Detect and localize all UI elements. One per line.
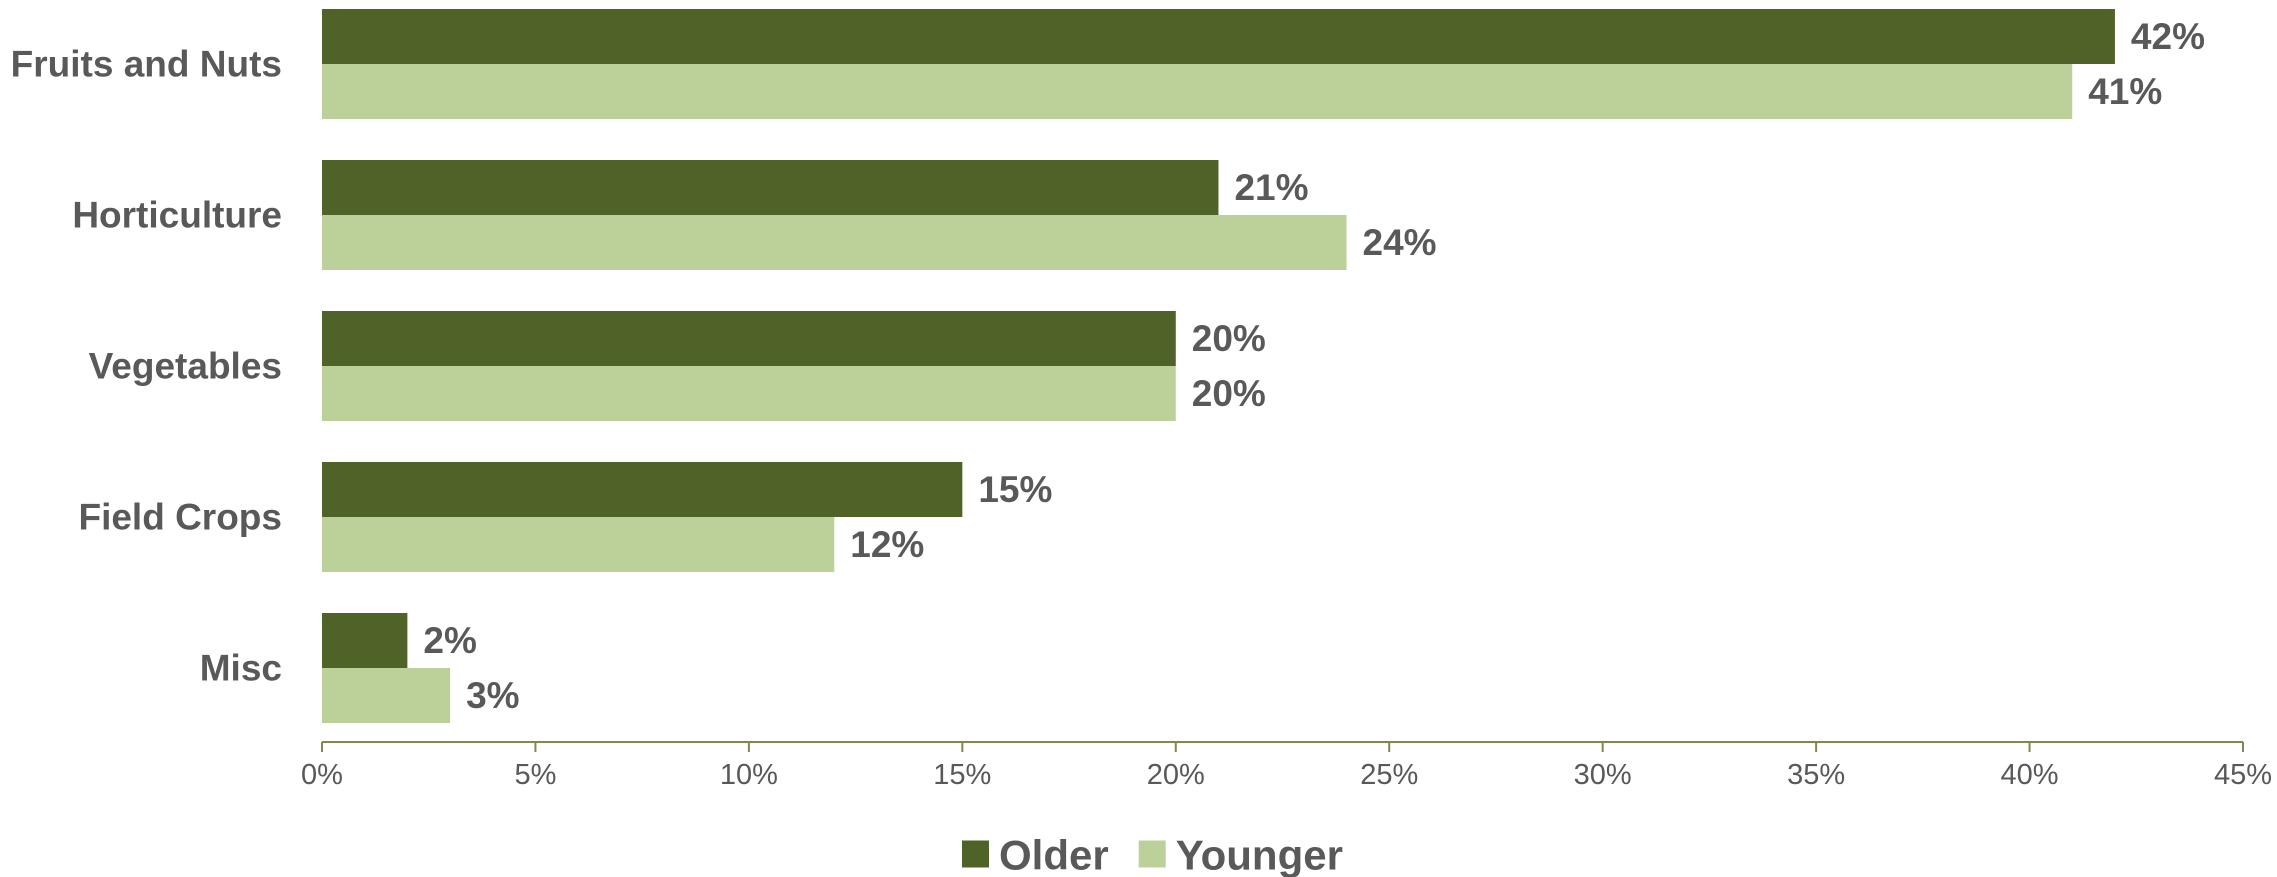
legend: Older Younger [962,832,1343,877]
x-tick-label: 15% [933,759,991,791]
bar-younger-vegetables [322,366,1176,421]
data-label-older-vegetables: 20% [1192,318,1266,359]
data-label-younger-field-crops: 12% [850,524,924,565]
bar-younger-field-crops [322,517,835,572]
legend-swatch-younger [1138,840,1166,868]
x-tick-label: 0% [301,759,343,791]
category-labels: Fruits and Nuts Horticulture Vegetables Fie… [11,44,282,689]
data-label-younger-vegetables: 20% [1192,373,1266,414]
bar-older-fruits-and-nuts [322,9,2115,64]
bar-younger-fruits-and-nuts [322,64,2073,119]
category-label-fruits-and-nuts: Fruits and Nuts [11,44,282,85]
bar-younger-horticulture [322,215,1347,270]
legend-swatch-older [962,840,989,868]
category-label-horticulture: Horticulture [72,195,282,236]
x-tick-label: 35% [1787,759,1845,791]
value-labels: 42% 41% 21% 24% 20% 20% 15% 12% 2% 3% [423,16,2205,716]
x-tick-label: 25% [1360,759,1418,791]
category-label-vegetables: Vegetables [89,346,282,387]
x-tick-label: 30% [1574,759,1632,791]
x-tick-label: 40% [2001,759,2059,791]
data-label-younger-fruits-and-nuts: 41% [2088,71,2162,112]
category-label-field-crops: Field Crops [78,497,282,538]
bar-older-horticulture [322,160,1219,215]
bar-younger-misc [322,668,451,723]
x-axis-ticks: 0% 5% 10% 15% 20% 25% 30% 35% 40% 45% [301,742,2272,791]
data-label-younger-horticulture: 24% [1363,222,1437,263]
bar-older-misc [322,613,408,668]
data-label-younger-misc: 3% [466,675,519,716]
data-label-older-field-crops: 15% [978,469,1052,510]
category-label-misc: Misc [200,648,282,689]
x-tick-label: 5% [514,759,556,791]
legend-label-older: Older [999,832,1109,877]
data-label-older-fruits-and-nuts: 42% [2131,16,2205,57]
x-tick-label: 20% [1147,759,1205,791]
bars [322,9,2115,723]
x-tick-label: 45% [2214,759,2272,791]
legend-label-younger: Younger [1176,832,1343,877]
x-tick-label: 10% [720,759,778,791]
bar-older-field-crops [322,462,963,517]
data-label-older-horticulture: 21% [1234,167,1308,208]
bar-older-vegetables [322,311,1176,366]
data-label-older-misc: 2% [423,620,476,661]
